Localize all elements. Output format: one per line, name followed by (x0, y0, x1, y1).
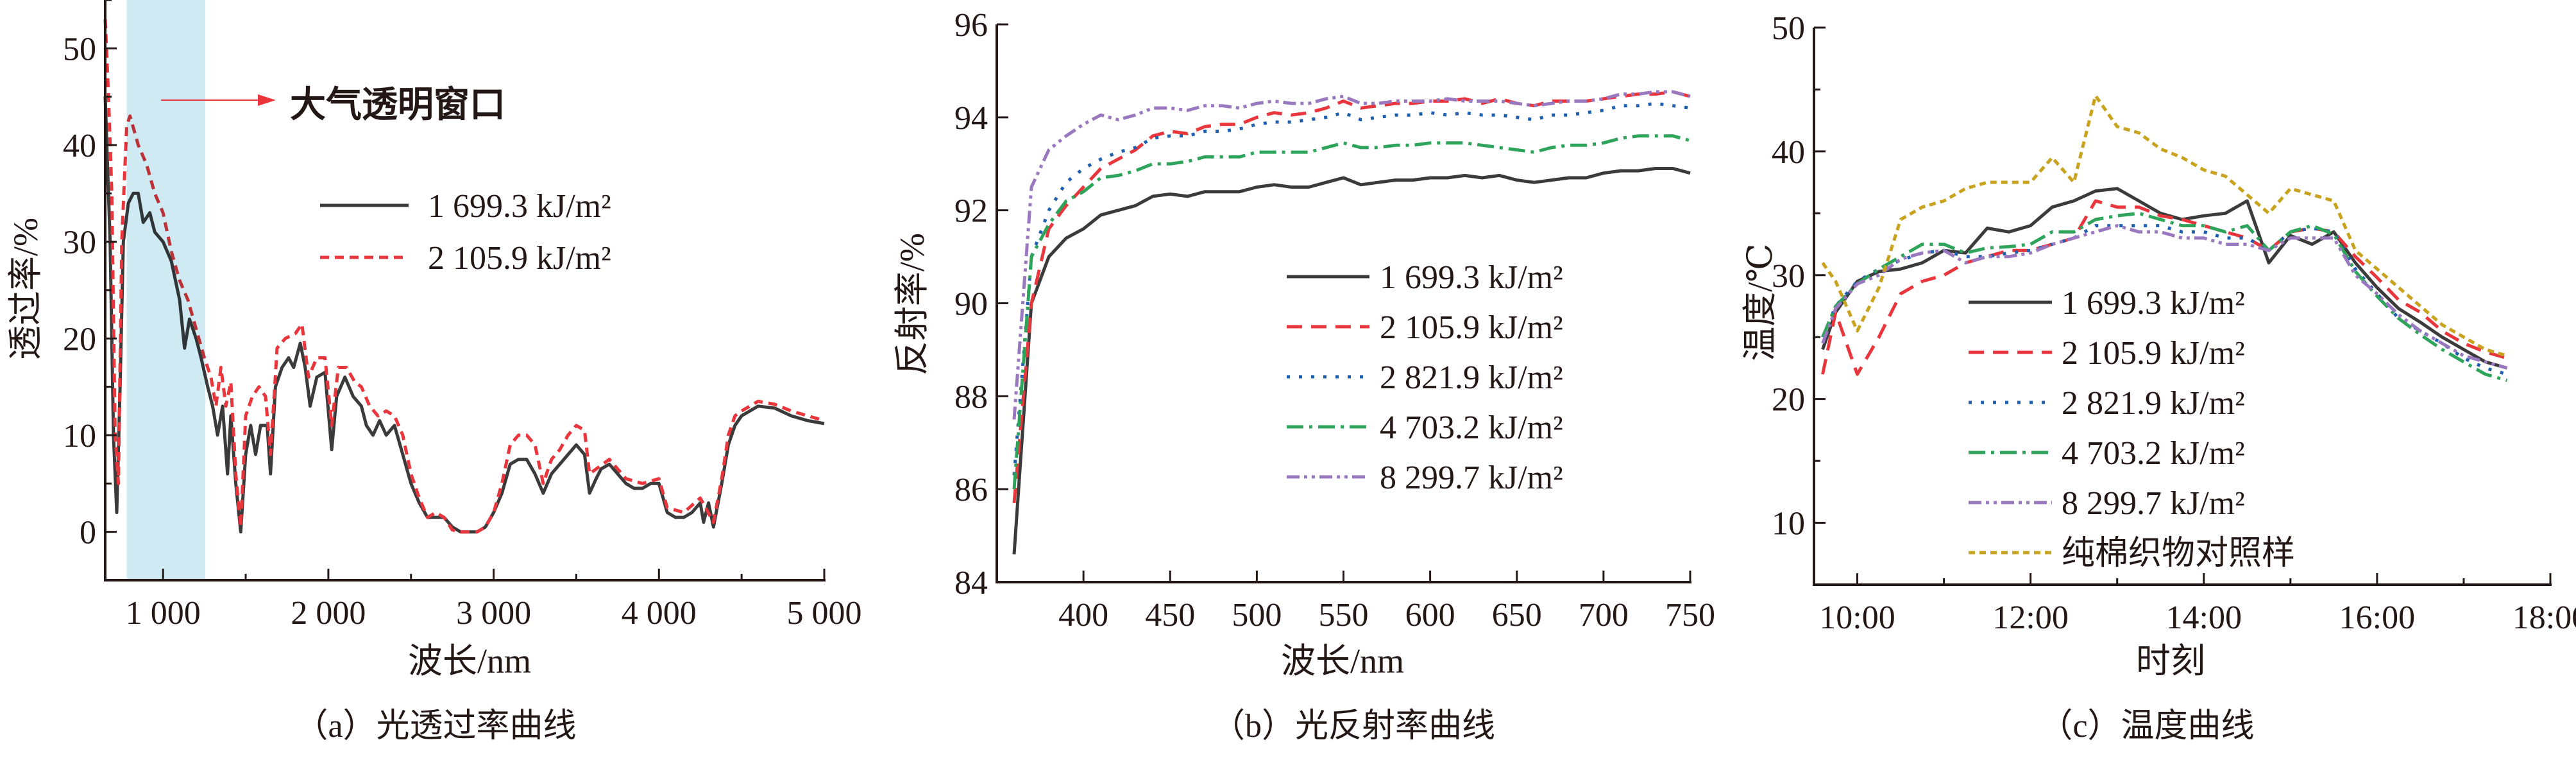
x-tick-label: 5 000 (787, 595, 862, 632)
panel-c-caption: （c）温度曲线 (2039, 708, 2254, 745)
legend-label-1: 1 699.3 kJ/m² (1380, 259, 1563, 296)
x-tick-label: 3 000 (456, 595, 531, 632)
series-line-4 (1012, 134, 1691, 490)
panel-b-caption: （b）光反射率曲线 (1212, 708, 1495, 745)
series-line-3 (1012, 101, 1691, 476)
y-tick-label: 10 (63, 418, 96, 454)
annotation-arrow-head-icon (258, 94, 276, 106)
panel-c-ylabel: 温度/℃ (1741, 243, 1779, 361)
panel-b-reflectance: 波长/nm 反射率/% （b）光反射率曲线 400 450 500 550 600 650… (893, 7, 1715, 745)
x-tick-label: 600 (1405, 597, 1455, 633)
series-line-1 (1012, 167, 1691, 555)
x-tick-label: 400 (1058, 597, 1108, 633)
x-tick-label: 650 (1492, 597, 1542, 633)
x-tick-label: 16:00 (2339, 599, 2415, 636)
series-line-5 (1012, 90, 1691, 420)
x-tick-label: 700 (1579, 597, 1629, 633)
legend-label-3: 2 821.9 kJ/m² (2062, 385, 2245, 422)
series-line-2 (1821, 199, 2508, 376)
y-tick-label: 90 (954, 286, 988, 323)
x-tick-label: 450 (1145, 597, 1195, 633)
atmospheric-window-label: 大气透明窗口 (290, 85, 505, 125)
y-tick-label: 50 (1772, 10, 1805, 47)
panel-a-transmittance: 波长/nm 透过率/% （a）光透过率曲线 大气透明窗口 1 000 2 000 3… (6, 0, 862, 745)
legend: 1 699.3 kJ/m² 2 105.9 kJ/m² 2 821.9 kJ/m² 4… (1969, 285, 2295, 572)
y-tick-label: 88 (954, 379, 988, 415)
x-tick-label: 4 000 (622, 595, 697, 632)
x-tick-label: 500 (1232, 597, 1282, 633)
y-tick-label: 50 (63, 31, 96, 67)
series-line-2 (103, 19, 825, 534)
legend-label-5: 8 299.7 kJ/m² (2062, 485, 2245, 522)
series-line-6 (1821, 94, 2508, 357)
plot-area (1821, 94, 2508, 383)
legend-label-6: 纯棉织物对照样 (2062, 535, 2295, 572)
x-tick-label: 750 (1665, 597, 1715, 633)
y-tick-label: 0 (80, 515, 96, 551)
legend-label-2: 2 105.9 kJ/m² (1380, 309, 1563, 346)
x-tick-label: 18:00 (2512, 599, 2576, 636)
series-line-1 (103, 96, 825, 534)
panel-a-caption: （a）光透过率曲线 (294, 708, 576, 745)
legend-label-2: 2 105.9 kJ/m² (428, 240, 611, 277)
panel-a-ylabel: 透过率/% (6, 218, 45, 360)
legend-label-4: 4 703.2 kJ/m² (2062, 435, 2245, 472)
legend: 1 699.3 kJ/m² 2 105.9 kJ/m² 2 821.9 kJ/m² 4… (1287, 259, 1563, 496)
legend-label-4: 4 703.2 kJ/m² (1380, 409, 1563, 446)
y-tick-label: 84 (954, 565, 988, 601)
series-line-5 (1821, 224, 2508, 370)
legend-label-5: 8 299.7 kJ/m² (1380, 460, 1563, 496)
panel-a-xlabel: 波长/nm (408, 642, 531, 680)
legend-label-2: 2 105.9 kJ/m² (2062, 335, 2245, 372)
series-line-1 (1821, 187, 2508, 370)
x-tick-label: 550 (1319, 597, 1369, 633)
y-tick-label: 40 (63, 128, 96, 164)
x-tick-label: 14:00 (2166, 599, 2242, 636)
x-tick-label: 12:00 (1992, 599, 2068, 636)
y-tick-label: 20 (1772, 382, 1805, 418)
legend-label-3: 2 821.9 kJ/m² (1380, 359, 1563, 396)
atmospheric-window-band (126, 0, 206, 580)
y-tick-label: 92 (954, 193, 988, 230)
series-line-4 (1821, 211, 2508, 383)
panel-c-xlabel: 时刻 (2136, 642, 2205, 680)
y-tick-label: 30 (63, 225, 96, 261)
series-line-2 (1012, 90, 1691, 504)
y-tick-label: 10 (1772, 506, 1805, 542)
panel-b-ylabel: 反射率/% (893, 233, 931, 375)
plot-area (103, 0, 825, 580)
y-tick-label: 20 (63, 321, 96, 357)
y-tick-label: 30 (1772, 258, 1805, 295)
legend-label-1: 1 699.3 kJ/m² (428, 188, 611, 225)
x-tick-label: 10:00 (1819, 599, 1895, 636)
y-tick-label: 94 (954, 100, 988, 137)
y-tick-label: 40 (1772, 134, 1805, 171)
y-tick-label: 96 (954, 7, 988, 44)
legend-label-1: 1 699.3 kJ/m² (2062, 285, 2245, 322)
panel-c-temperature: 时刻 温度/℃ （c）温度曲线 10:00 12:00 14:00 16:00 18:0… (1741, 10, 2576, 745)
panel-b-xlabel: 波长/nm (1281, 642, 1404, 680)
x-tick-label: 1 000 (126, 595, 201, 632)
y-tick-label: 86 (954, 472, 988, 508)
legend: 1 699.3 kJ/m² 2 105.9 kJ/m² (320, 188, 611, 277)
plot-area (1012, 90, 1691, 555)
x-tick-label: 2 000 (291, 595, 366, 632)
